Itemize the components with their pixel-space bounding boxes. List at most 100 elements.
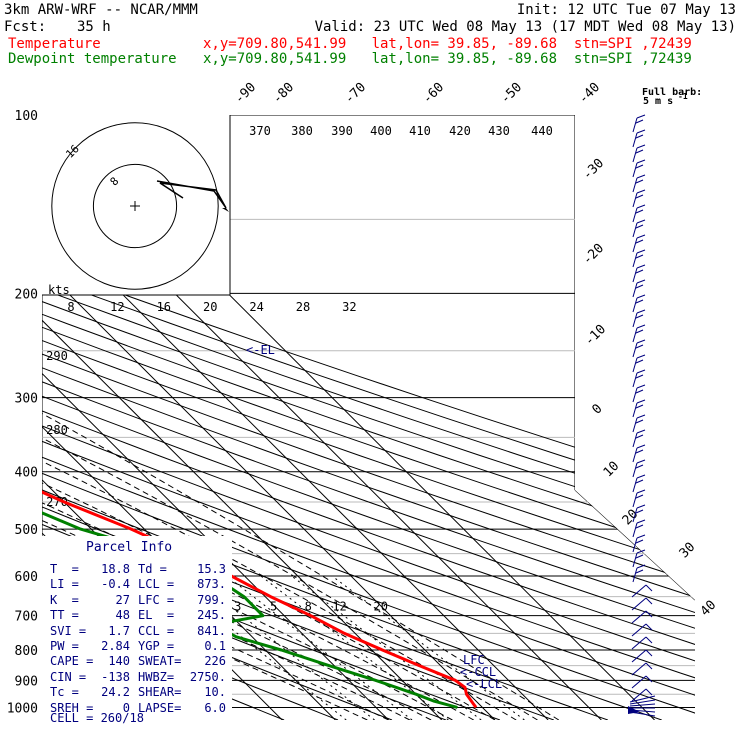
parcel-value-2: 6.0 (204, 700, 226, 715)
dry-adiabat (42, 115, 695, 720)
dry-adiabat (42, 115, 695, 720)
parcel-value-2: 245. (197, 608, 226, 623)
dry-adiabat-label: 280 (46, 423, 68, 437)
isotherm (42, 115, 389, 720)
wind-barb-staff (631, 597, 647, 611)
hodograph-rings (51, 122, 219, 290)
isotherm-label: -20 (580, 241, 607, 268)
wind-barb-flag (636, 129, 646, 134)
parcel-info-row: SVI = 1.7 CCL = 841. (50, 624, 232, 639)
hodograph-unit: kts (48, 283, 70, 297)
pressure-label-800: 800 (15, 644, 38, 659)
barb-legend-title: Full barb: (642, 87, 702, 98)
wind-barb-staff (631, 688, 647, 702)
wind-barb-staff (631, 662, 647, 676)
wind-barb-flag (636, 114, 646, 119)
dry-adiabat (42, 115, 695, 720)
parcel-info-row: PW = 2.84 YGP = 0.1 (50, 639, 232, 654)
parcel-info-cell: CELL = 260/18 (50, 711, 144, 725)
hodograph-ring-label: 12 (110, 300, 124, 314)
wind-barb-flag (635, 419, 644, 424)
hodograph-trace (156, 180, 227, 209)
dry-adiabat-label: 270 (46, 495, 68, 509)
pressure-label-500: 500 (15, 523, 38, 538)
wind-barb-flag (635, 299, 644, 304)
wind-barb-flag (636, 144, 646, 149)
wind-barb-flag (635, 494, 644, 499)
parcel-key-2: LFC = (138, 592, 175, 607)
parcel-value-2: 2750. (189, 669, 226, 684)
hodograph-ring-label: 32 (342, 300, 356, 314)
wind-barb-staff (632, 567, 638, 583)
parcel-value-1: 140 (108, 654, 130, 669)
dry-adiabat (42, 115, 695, 720)
parcel-key-1: PW = (50, 639, 79, 653)
lfc-label: LFC (463, 653, 485, 667)
mixing-ratio-label: 3 (234, 600, 241, 614)
wind-barb-staff (632, 282, 638, 298)
wind-barb-flag (636, 309, 646, 314)
isotherm-label: -70 (342, 80, 369, 107)
wind-barb-staff (632, 402, 638, 418)
isotherm (0, 115, 16, 720)
pressure-label-900: 900 (15, 674, 38, 689)
barb-legend-exponent: -1 (678, 92, 688, 101)
parcel-value-2: 15.3 (197, 562, 226, 576)
wind-barb-flag (635, 404, 644, 409)
wind-barb-flag (635, 164, 644, 169)
parcel-key-1: CIN = (50, 669, 87, 684)
wind-barb-flag (636, 339, 646, 344)
parcel-key-2: LCL = (138, 577, 175, 592)
dewpoint-legend: Dewpoint temperature (8, 51, 177, 67)
parcel-value-1: 1.7 (108, 623, 130, 638)
parcel-key-1: K = (50, 592, 79, 607)
wind-barb-staff (632, 477, 638, 493)
wind-barb-staff (631, 636, 647, 650)
dry-adiabat (42, 115, 695, 720)
temperature-legend: Temperature (8, 36, 101, 52)
dry-adiabat (42, 115, 695, 720)
wind-barb-staff (632, 537, 638, 553)
init-time: Init: 12 UTC Tue 07 May 13 (516, 2, 736, 18)
wind-barb-flag (636, 264, 646, 269)
moist-adiabat (42, 292, 560, 720)
parcel-info-row: T = 18.8 Td = 15.3 (50, 562, 232, 577)
dry-adiabat (42, 115, 695, 720)
isotherm-label: -50 (498, 80, 525, 107)
wind-barb-flag (635, 374, 644, 379)
parcel-key-2: Td = (138, 562, 167, 576)
isotherm-label: -30 (580, 156, 607, 183)
ccl-label: <-CCL (460, 665, 496, 679)
wind-barb-staff (632, 417, 638, 433)
dry-adiabat-label: 390 (331, 124, 353, 138)
dry-adiabat (42, 115, 695, 720)
parcel-value-1: 48 (115, 608, 130, 623)
temperature-location: x,y=709.80,541.99 lat,lon= 39.85, -89.68… (203, 36, 692, 52)
wind-barb-flag (635, 449, 644, 454)
wind-barb-staff (632, 447, 638, 463)
parcel-value-2: 10. (204, 685, 226, 700)
parcel-value-1: 24.2 (101, 685, 130, 700)
barb-legend-units: 5 m s (643, 96, 673, 107)
parcel-info-row: LI = -0.4 LCL = 873. (50, 577, 232, 592)
wind-barb-staff (631, 610, 647, 624)
pressure-label-400: 400 (15, 466, 38, 481)
wind-barb-flag (645, 597, 653, 605)
wind-barb-flag (635, 479, 644, 484)
pressure-label-700: 700 (15, 610, 38, 625)
parcel-key-2: YGP = (138, 639, 175, 653)
isotherm-label: 10 (601, 459, 623, 481)
parcel-info-panel: Parcel Info T = 18.8 Td = 15.3 LI = -0.4 LCL =… (42, 536, 232, 726)
forecast-label: Fcst: (4, 19, 47, 35)
mixing-ratio-label: 20 (373, 600, 387, 614)
dry-adiabat (42, 115, 393, 720)
dry-adiabat-label: 380 (291, 124, 313, 138)
parcel-value-2: 0.1 (204, 639, 226, 653)
wind-barb-flag (635, 569, 644, 574)
moist-adiabat (42, 292, 517, 720)
dry-adiabat (42, 115, 695, 720)
wind-barb-staff (631, 623, 647, 637)
parcel-key-2: HWBZ= (138, 669, 175, 684)
wind-barb-flag (636, 189, 646, 194)
